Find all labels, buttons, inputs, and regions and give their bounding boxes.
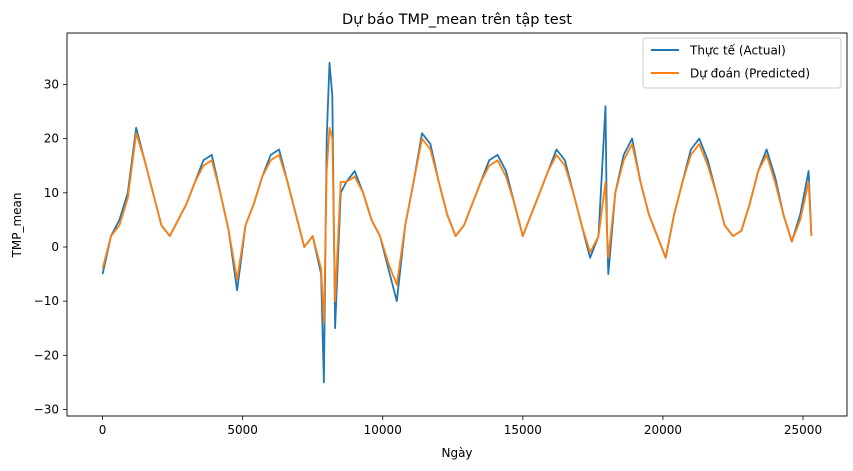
legend-actual-label: Thực tế (Actual): [689, 44, 786, 58]
plot-area: [101, 61, 813, 384]
y-tick-label: 10: [44, 186, 59, 200]
x-tick-label: 0: [99, 423, 107, 437]
series-predicted-line: [101, 126, 813, 324]
x-tick-label: 5000: [227, 423, 258, 437]
y-tick-label: 20: [44, 132, 59, 146]
x-tick-label: 25000: [784, 423, 822, 437]
y-axis-label: TMP_mean: [10, 193, 24, 259]
x-tick-label: 15000: [504, 423, 542, 437]
legend-predicted-label: Dự đoán (Predicted): [690, 67, 810, 81]
y-tick-label: −20: [34, 348, 59, 362]
legend-box: [642, 37, 842, 89]
x-axis-label: Ngày: [441, 446, 472, 460]
y-tick-label: 0: [51, 240, 59, 254]
x-tick-label: 10000: [364, 423, 402, 437]
y-tick-label: −10: [34, 294, 59, 308]
y-tick-label: −30: [34, 402, 59, 416]
x-axis: 0 5000 10000 15000 20000 25000: [99, 416, 822, 437]
x-tick-label: 20000: [644, 423, 682, 437]
y-axis: −30 −20 −10 0 10 20 30: [34, 77, 67, 416]
chart-title: Dự báo TMP_mean trên tập test: [342, 12, 572, 28]
legend: Thực tế (Actual) Dự đoán (Predicted): [642, 37, 842, 89]
y-tick-label: 30: [44, 77, 59, 91]
plot-frame: [66, 32, 848, 417]
